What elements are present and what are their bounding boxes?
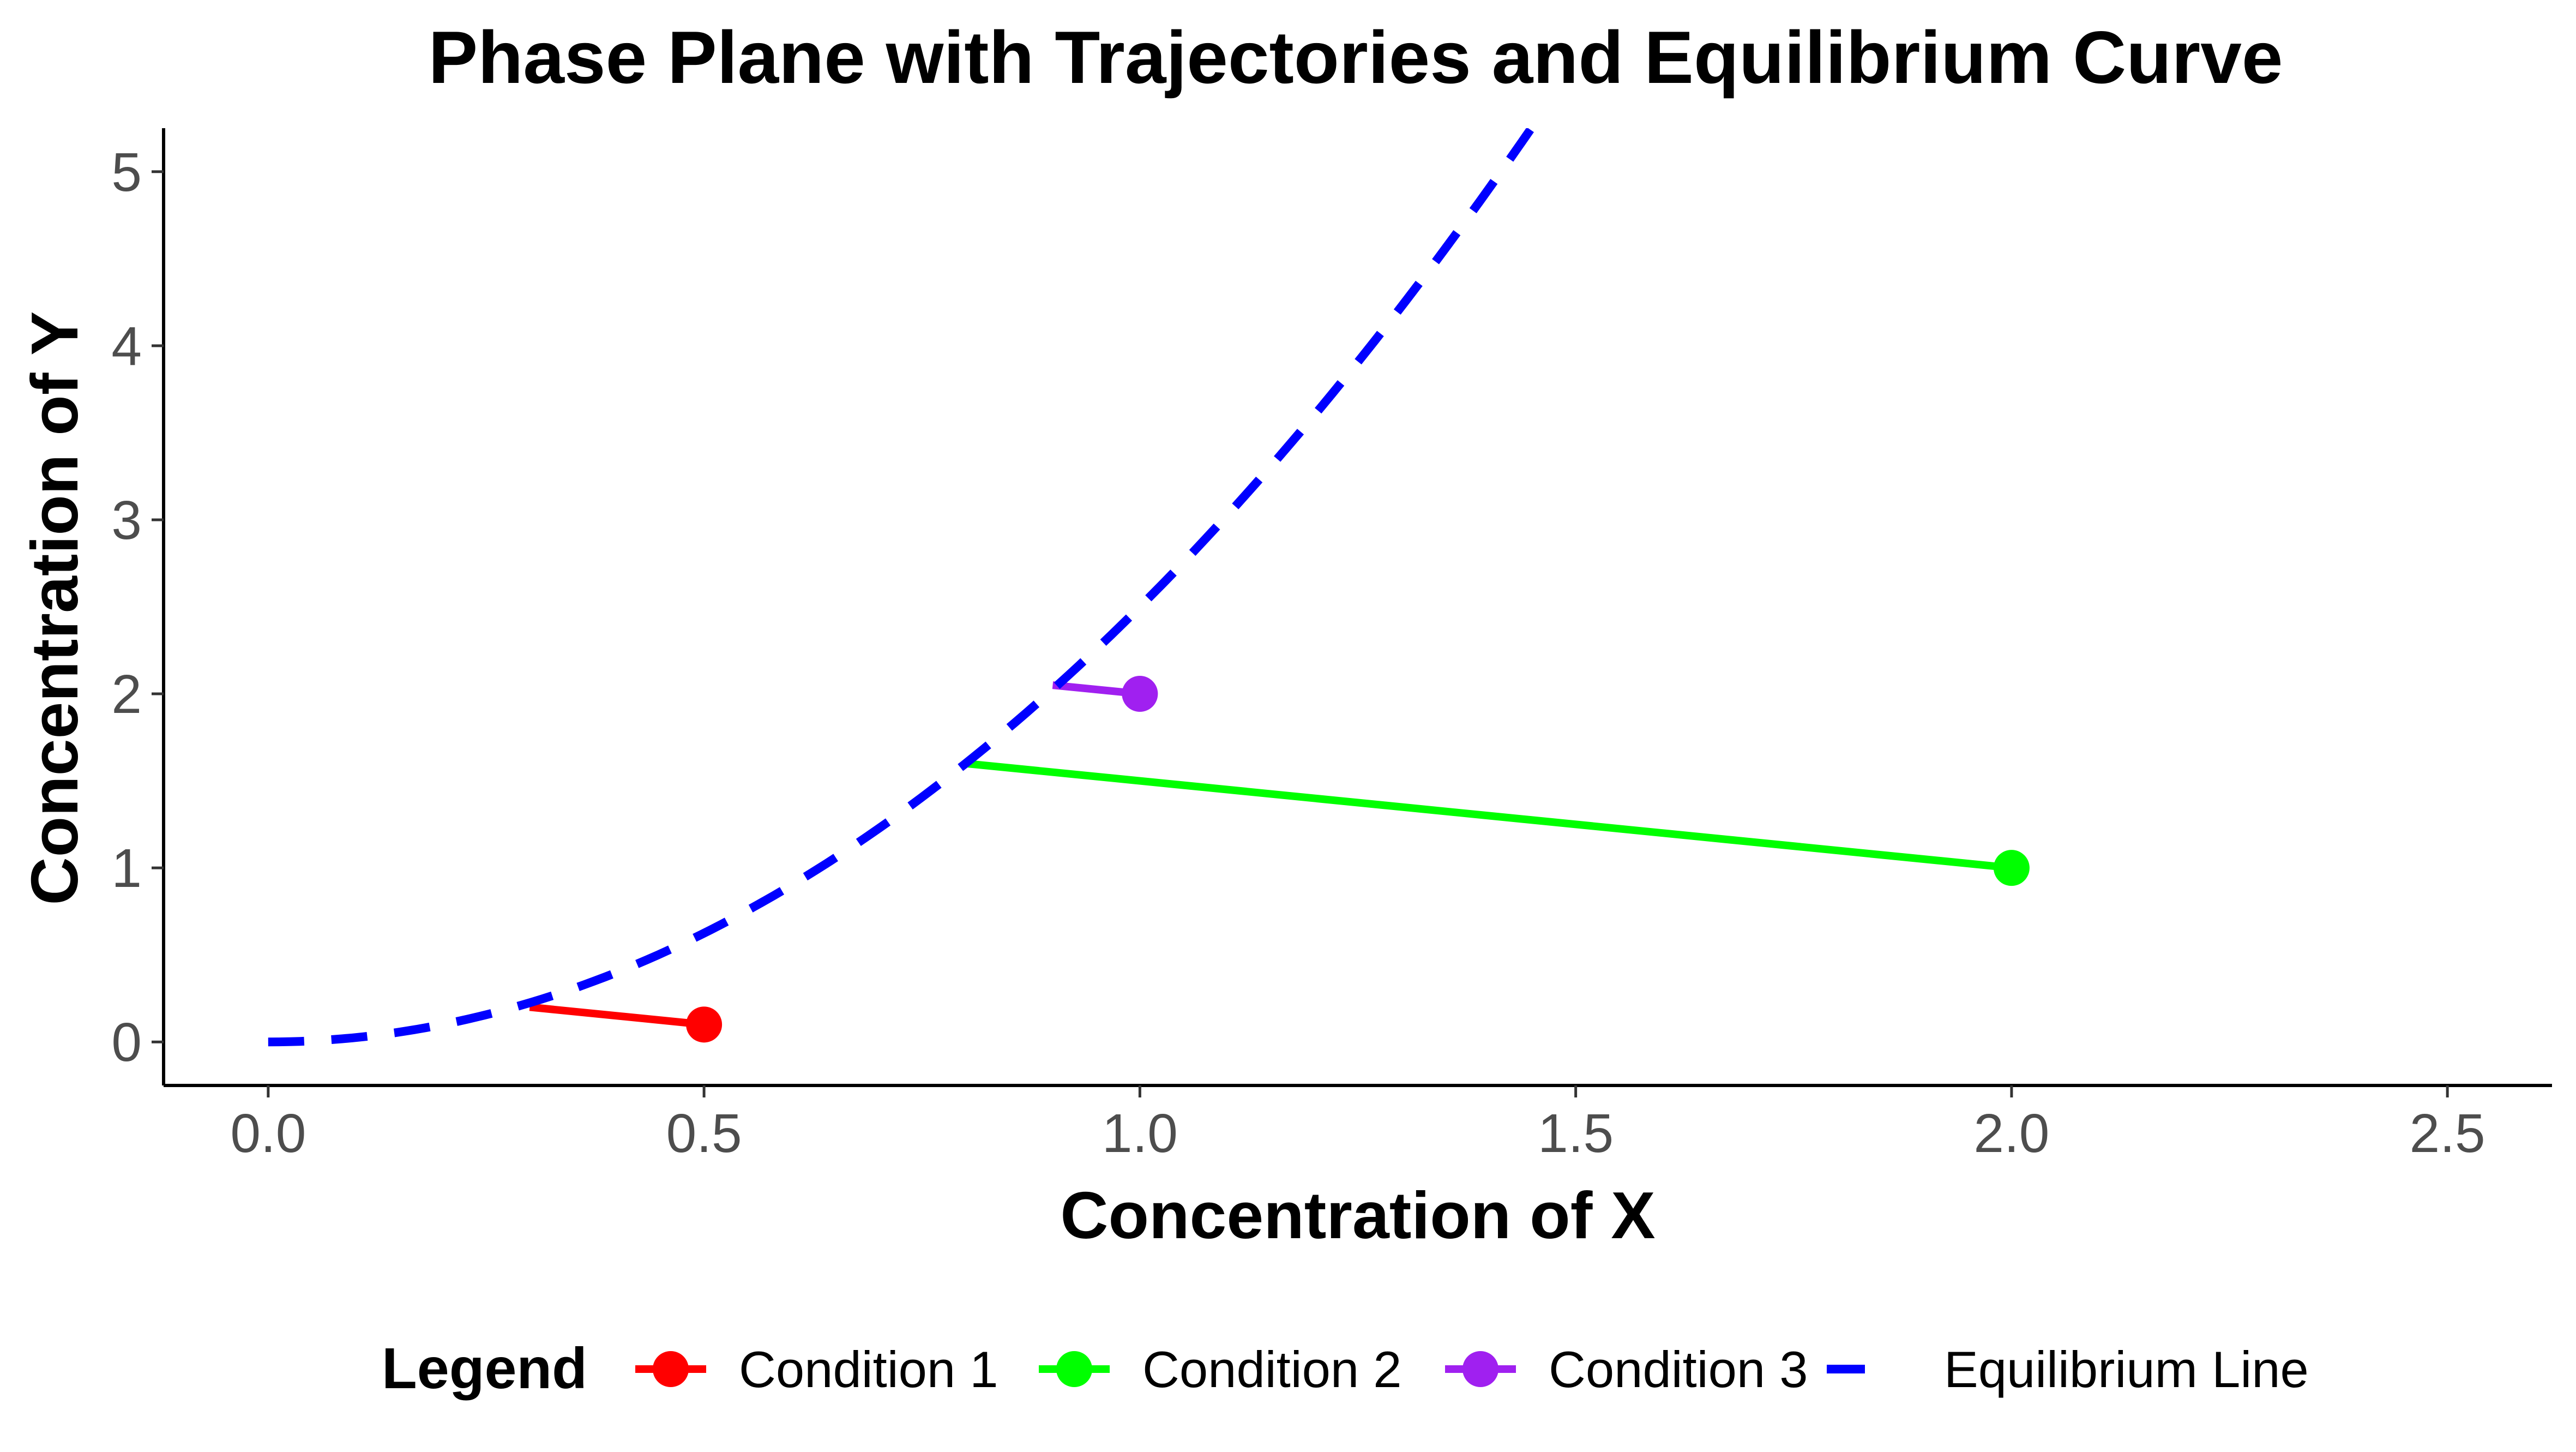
y-tick-label: 1 [111,838,142,899]
x-tick-label: 1.0 [1102,1103,1178,1164]
x-tick-label: 1.5 [1538,1103,1614,1164]
legend-title: Legend [382,1336,587,1401]
y-tick-label: 2 [111,664,142,725]
condition-2-trajectory [965,759,2012,872]
chart-title: Phase Plane with Trajectories and Equili… [429,16,2283,99]
condition-1-start-point [686,1006,723,1043]
axes: 0.0 0.5 1.0 1.5 2.0 2.5 0 1 2 3 4 5 [111,128,2552,1164]
plot-area [268,128,2030,1047]
condition-3-start-point [1122,676,1158,712]
x-axis-title: Concentration of X [1060,1178,1655,1252]
legend-entry-label: Condition 1 [739,1341,998,1398]
condition-2-start-point [1993,850,2030,886]
equilibrium-line-curve [268,128,1536,1047]
legend-entry-label: Equilibrium Line [1944,1341,2309,1398]
legend-key-marker [1056,1351,1092,1387]
y-tick-label: 3 [111,490,142,551]
legend: Legend Condition 1 Condition 2 Condition 3… [382,1336,2309,1401]
y-tick-label: 0 [111,1012,142,1073]
legend-key-marker [653,1351,689,1387]
y-tick-label: 5 [111,142,142,203]
x-tick-label: 0.0 [230,1103,306,1164]
x-tick-label: 2.0 [1973,1103,2049,1164]
x-tick-label: 2.5 [2410,1103,2485,1164]
legend-entry-label: Condition 2 [1142,1341,1402,1398]
y-tick-label: 4 [111,316,142,377]
x-tick-label: 0.5 [666,1103,742,1164]
y-axis-title: Concentration of Y [17,311,92,905]
legend-entry-label: Condition 3 [1549,1341,1808,1398]
data-series-group [268,128,2030,1047]
legend-key-marker [1462,1351,1498,1387]
condition-1-trajectory [529,1003,705,1029]
